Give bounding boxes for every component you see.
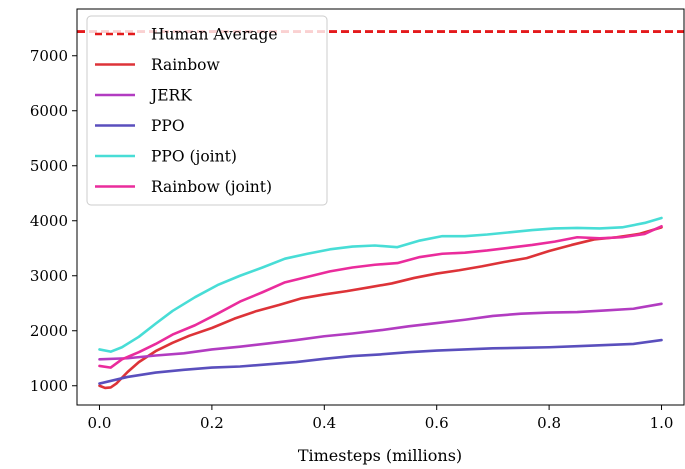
x-tick-label: 0.0: [88, 414, 112, 432]
legend-label: PPO: [151, 117, 185, 135]
legend-label: Human Average: [151, 26, 278, 44]
legend: Human Average Rainbow JERK PPO PPO (joint) Ra…: [86, 15, 328, 206]
plot-frame: [76, 8, 685, 406]
x-axis-title: Timesteps (millions): [298, 446, 462, 465]
x-tick-label: 0.4: [312, 414, 336, 432]
legend-label: Rainbow (joint): [151, 178, 272, 196]
series-line-jerk: [98, 302, 663, 361]
y-tick-label: 4000: [30, 212, 68, 230]
legend-box: [86, 15, 328, 206]
series-line-ppo: [98, 338, 663, 385]
axes: 0.0 0.2 0.4 0.6 0.8 1.0 1000 2000 3000 4000 5000 60…: [30, 8, 685, 432]
y-tick-label: 1000: [30, 377, 68, 395]
x-tick-label: 1.0: [650, 414, 674, 432]
series-line-rainbow: [98, 226, 663, 390]
x-tick-label: 0.2: [200, 414, 224, 432]
y-tick-label: 3000: [30, 267, 68, 285]
y-tick-label: 6000: [30, 102, 68, 120]
y-tick-label: 5000: [30, 157, 68, 175]
series-line-rainbow-joint: [98, 224, 663, 369]
y-tick-label: 7000: [30, 47, 68, 65]
x-tick-label: 0.8: [537, 414, 561, 432]
y-tick-label: 2000: [30, 322, 68, 340]
legend-label: Rainbow: [151, 56, 220, 74]
legend-label: JERK: [149, 87, 192, 105]
legend-label: PPO (joint): [151, 148, 237, 166]
series-line-ppo-joint: [98, 216, 663, 353]
x-tick-label: 0.6: [425, 414, 449, 432]
chart-marks: [77, 30, 684, 390]
